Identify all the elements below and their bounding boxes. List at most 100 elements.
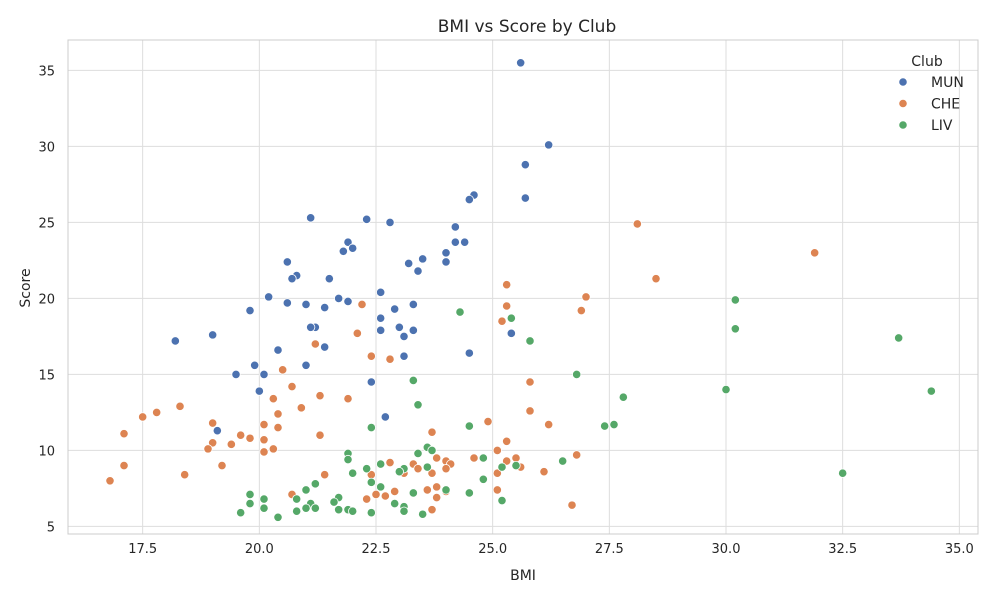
x-tick-label: 30.0 bbox=[712, 542, 741, 557]
data-point-che bbox=[544, 419, 554, 430]
data-point-che bbox=[273, 422, 283, 433]
data-point-liv bbox=[292, 506, 302, 516]
data-point-che bbox=[572, 450, 582, 460]
data-point-mun bbox=[231, 369, 241, 379]
legend: Club MUN CHE LIV bbox=[898, 54, 964, 134]
data-point-liv bbox=[259, 503, 269, 513]
data-point-mun bbox=[376, 287, 386, 297]
legend-label-che: CHE bbox=[931, 97, 960, 113]
data-point-mun bbox=[464, 195, 474, 205]
data-point-che bbox=[502, 301, 512, 311]
y-tick-label: 10 bbox=[38, 444, 55, 459]
data-point-mun bbox=[320, 302, 330, 313]
data-point-liv bbox=[600, 421, 610, 431]
data-point-mun bbox=[245, 305, 255, 316]
data-point-liv bbox=[413, 400, 423, 410]
data-point-mun bbox=[306, 213, 316, 223]
data-point-che bbox=[810, 248, 820, 258]
data-point-mun bbox=[441, 248, 451, 258]
data-point-che bbox=[511, 453, 521, 463]
data-point-mun bbox=[170, 336, 180, 346]
data-point-mun bbox=[324, 274, 334, 284]
data-point-che bbox=[390, 486, 400, 497]
data-point-mun bbox=[385, 217, 395, 227]
data-point-che bbox=[441, 464, 451, 474]
data-point-mun bbox=[343, 237, 353, 247]
data-point-mun bbox=[259, 369, 269, 379]
data-point-liv bbox=[343, 454, 353, 465]
data-point-mun bbox=[441, 257, 451, 267]
data-point-liv bbox=[292, 494, 302, 504]
data-point-mun bbox=[380, 412, 390, 422]
data-point-mun bbox=[450, 222, 460, 232]
plot-frame bbox=[67, 39, 979, 535]
data-point-liv bbox=[245, 498, 255, 509]
data-point-che bbox=[315, 391, 325, 401]
data-point-liv bbox=[455, 307, 465, 317]
data-point-che bbox=[380, 491, 390, 501]
data-point-che bbox=[320, 470, 330, 480]
data-point-che bbox=[525, 406, 535, 416]
axis-ticks: 17.5 20.0 22.5 25.0 27.5 30.0 32.5 35.0 5 10 15 20 2… bbox=[38, 64, 973, 557]
data-point-liv bbox=[310, 479, 320, 489]
data-point-mun bbox=[404, 258, 414, 269]
data-point-che bbox=[203, 444, 213, 454]
data-point-mun bbox=[301, 299, 311, 310]
data-point-mun bbox=[334, 293, 344, 303]
legend-marker-mun bbox=[898, 77, 908, 87]
grid-lines bbox=[68, 40, 978, 534]
data-point-liv bbox=[609, 419, 619, 430]
data-point-liv bbox=[730, 324, 740, 334]
data-point-che bbox=[105, 476, 115, 486]
data-point-liv bbox=[310, 503, 320, 513]
data-point-mun bbox=[408, 325, 418, 335]
data-point-che bbox=[119, 429, 129, 439]
data-point-mun bbox=[464, 348, 474, 358]
data-point-che bbox=[385, 354, 395, 364]
y-tick-label: 35 bbox=[38, 64, 55, 79]
data-point-liv bbox=[478, 453, 488, 463]
data-point-che bbox=[427, 427, 437, 437]
data-point-che bbox=[483, 416, 493, 427]
data-point-liv bbox=[511, 460, 521, 471]
data-point-liv bbox=[525, 336, 535, 346]
data-point-liv bbox=[329, 497, 339, 507]
data-point-che bbox=[492, 445, 502, 455]
data-point-liv bbox=[506, 313, 516, 323]
x-tick-label: 35.0 bbox=[945, 542, 974, 557]
data-point-che bbox=[371, 489, 381, 500]
data-point-liv bbox=[301, 485, 311, 495]
data-point-liv bbox=[413, 448, 423, 459]
legend-label-liv: LIV bbox=[931, 118, 953, 134]
data-point-che bbox=[576, 305, 586, 316]
data-point-che bbox=[273, 409, 283, 419]
data-point-liv bbox=[366, 477, 376, 487]
data-point-che bbox=[245, 433, 255, 443]
data-point-mun bbox=[348, 243, 358, 253]
data-point-mun bbox=[544, 140, 554, 150]
data-point-che bbox=[427, 468, 437, 478]
data-point-liv bbox=[348, 468, 358, 478]
x-tick-label: 32.5 bbox=[828, 542, 857, 557]
data-point-liv bbox=[245, 489, 255, 500]
data-point-mun bbox=[301, 360, 311, 370]
data-point-liv bbox=[376, 459, 386, 469]
data-point-mun bbox=[413, 266, 423, 276]
data-point-che bbox=[259, 419, 269, 430]
data-point-che bbox=[138, 412, 148, 422]
y-tick-label: 15 bbox=[38, 368, 55, 383]
data-point-che bbox=[492, 485, 502, 495]
data-point-liv bbox=[464, 488, 474, 498]
legend-marker-liv bbox=[898, 120, 908, 130]
data-point-mun bbox=[287, 274, 297, 284]
data-point-liv bbox=[408, 488, 418, 498]
data-point-liv bbox=[366, 508, 376, 518]
data-point-che bbox=[432, 453, 442, 463]
data-points bbox=[105, 58, 936, 522]
data-point-mun bbox=[399, 351, 409, 361]
data-point-che bbox=[357, 299, 367, 310]
data-point-mun bbox=[208, 330, 218, 340]
x-tick-label: 17.5 bbox=[128, 542, 157, 557]
x-tick-label: 22.5 bbox=[362, 542, 391, 557]
data-point-che bbox=[525, 377, 535, 387]
